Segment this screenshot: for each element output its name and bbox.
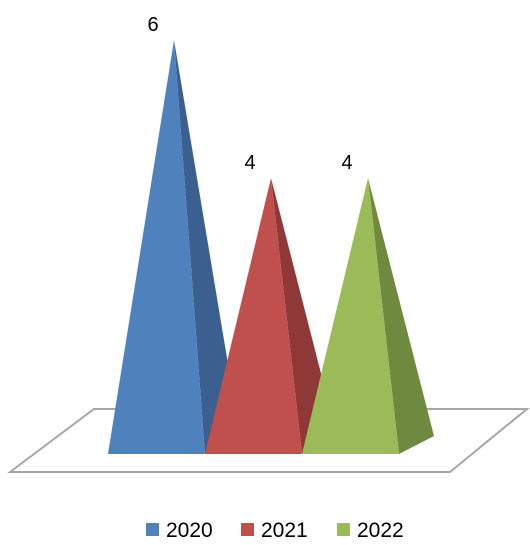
legend-label-2020: 2020	[166, 519, 213, 542]
legend: 2020 2021 2022	[146, 519, 404, 542]
pyramid-front-face	[205, 178, 302, 454]
data-label-2020: 6	[147, 14, 158, 36]
legend-swatch-2020	[146, 523, 159, 536]
series-pyramids	[108, 40, 434, 454]
pyramid-2022	[302, 178, 434, 454]
data-label-2022: 4	[341, 152, 352, 174]
legend-swatch-2022	[337, 523, 350, 536]
pyramid-side-face	[368, 178, 434, 454]
legend-swatch-2021	[241, 523, 254, 536]
data-label-2021: 4	[244, 152, 255, 174]
pyramid-front-face	[302, 178, 399, 454]
pyramid-side-face	[174, 40, 240, 454]
pyramid-front-face	[108, 40, 205, 454]
pyramid-2020	[108, 40, 240, 454]
legend-label-2021: 2021	[261, 519, 308, 542]
data-labels: 6 4 4	[147, 14, 352, 174]
legend-label-2022: 2022	[357, 519, 404, 542]
